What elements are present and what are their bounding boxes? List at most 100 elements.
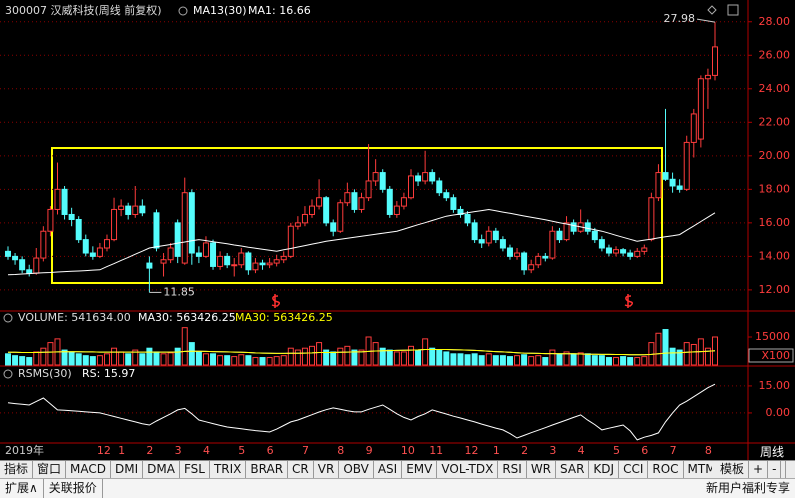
x-tick-label: 12 [97, 444, 111, 457]
tab[interactable]: MACD [66, 461, 112, 478]
tab[interactable]: 指标 [0, 461, 34, 478]
tab[interactable]: BRAR [246, 461, 289, 478]
candle-body [167, 247, 174, 261]
volume-bar [627, 357, 634, 366]
candle-body [266, 262, 273, 266]
candle-body [676, 185, 683, 190]
chart-title: 300007 汉威科技(周线 前复权) [5, 3, 162, 17]
candle-body [19, 259, 26, 271]
volume-bar [542, 357, 549, 366]
candle-body [690, 113, 697, 143]
candle-body [641, 247, 648, 252]
x-tick-label: 3 [175, 444, 182, 457]
tab[interactable]: SAR [556, 461, 590, 478]
x-tick-label: 5 [238, 444, 245, 457]
candle-body [662, 172, 669, 180]
panel-icon[interactable] [727, 4, 739, 16]
candle-body [245, 252, 252, 271]
x-tick-label: 7 [670, 444, 677, 457]
tab[interactable]: FSL [180, 461, 210, 478]
tab[interactable]: WR [527, 461, 557, 478]
candle-body [393, 205, 400, 215]
candle-body [563, 222, 570, 241]
x-tick-label: 6 [267, 444, 274, 457]
tab[interactable]: VOL-TDX [437, 461, 499, 478]
y-tick-label: 14.00 [759, 249, 791, 262]
volume-bar [273, 356, 280, 366]
candle-body [132, 205, 139, 215]
tab[interactable]: ASI [374, 461, 403, 478]
tab[interactable]: 模板 [716, 461, 750, 478]
volume-bar [181, 327, 188, 366]
volume-title: VOLUME: 541634.00 [18, 311, 131, 324]
y-tick-label: 18.00 [759, 182, 791, 195]
tab[interactable]: EMV [402, 461, 438, 478]
tab[interactable]: 窗口 [33, 461, 67, 478]
settings-icon[interactable] [178, 6, 188, 16]
volume-bar [535, 355, 542, 366]
ma-name: MA13(30) [193, 4, 247, 17]
candle-body [54, 188, 61, 210]
tab[interactable]: DMI [111, 461, 144, 478]
volume-bar [153, 351, 160, 366]
x-tick-label: 4 [578, 444, 585, 457]
settings-icon[interactable] [3, 313, 13, 323]
candle-body [627, 252, 634, 257]
x-tick-label: 5 [613, 444, 620, 457]
period-button[interactable]: 周线 [749, 444, 795, 460]
candle-body [146, 262, 153, 269]
volume-bar [103, 353, 110, 366]
legend-entry: MA30: 563426.25 [138, 311, 236, 324]
tab[interactable]: CR [288, 461, 314, 478]
candle-body [224, 255, 231, 266]
volume-bar [704, 347, 711, 366]
candle-body [287, 225, 294, 257]
tab[interactable]: + [749, 461, 769, 478]
volume-bar [337, 347, 344, 366]
ma-line [7, 208, 716, 276]
volume-bar [61, 349, 68, 366]
candle-body [400, 197, 407, 207]
volume-bar [478, 355, 485, 366]
volume-bar [393, 351, 400, 366]
tab[interactable]: ROC [648, 461, 684, 478]
volume-bar [294, 349, 301, 366]
candle-body [704, 74, 711, 80]
tab[interactable]: - [768, 461, 782, 478]
footer-button[interactable]: 扩展∧ [0, 479, 44, 498]
y-tick-label: 16.00 [759, 216, 791, 229]
volume-bar [47, 342, 54, 366]
tab[interactable]: DMA [143, 461, 180, 478]
candle-body [231, 264, 238, 267]
candle-body [210, 242, 217, 267]
candle-body [252, 262, 259, 271]
tab[interactable]: RSI [498, 461, 527, 478]
volume-bar [301, 347, 308, 366]
candle-body [605, 247, 612, 254]
x-tick-label: 6 [641, 444, 648, 457]
tab[interactable]: OBV [339, 461, 374, 478]
tab[interactable]: CCI [619, 461, 649, 478]
candle-body [358, 197, 365, 210]
volume-bar [464, 354, 471, 366]
candle-body [542, 255, 549, 259]
signal-marker [271, 294, 281, 308]
candle-body [514, 252, 521, 257]
diamond-icon[interactable] [707, 5, 717, 15]
candle-body [634, 250, 641, 257]
footer-button[interactable]: 关联报价 [44, 479, 103, 498]
promo-link[interactable]: 新用户福利专享 [705, 481, 790, 495]
settings-icon[interactable] [3, 369, 13, 379]
candle-body [620, 249, 627, 254]
volume-bar [195, 351, 202, 366]
candle-body [499, 239, 506, 249]
tab[interactable]: VR [314, 461, 340, 478]
candle-body [528, 264, 535, 271]
candle-body [47, 208, 54, 232]
volume-bar [217, 355, 224, 366]
tab[interactable]: TRIX [210, 461, 247, 478]
tab[interactable]: KDJ [589, 461, 620, 478]
volume-bar [174, 347, 181, 366]
volume-bar [492, 355, 499, 366]
